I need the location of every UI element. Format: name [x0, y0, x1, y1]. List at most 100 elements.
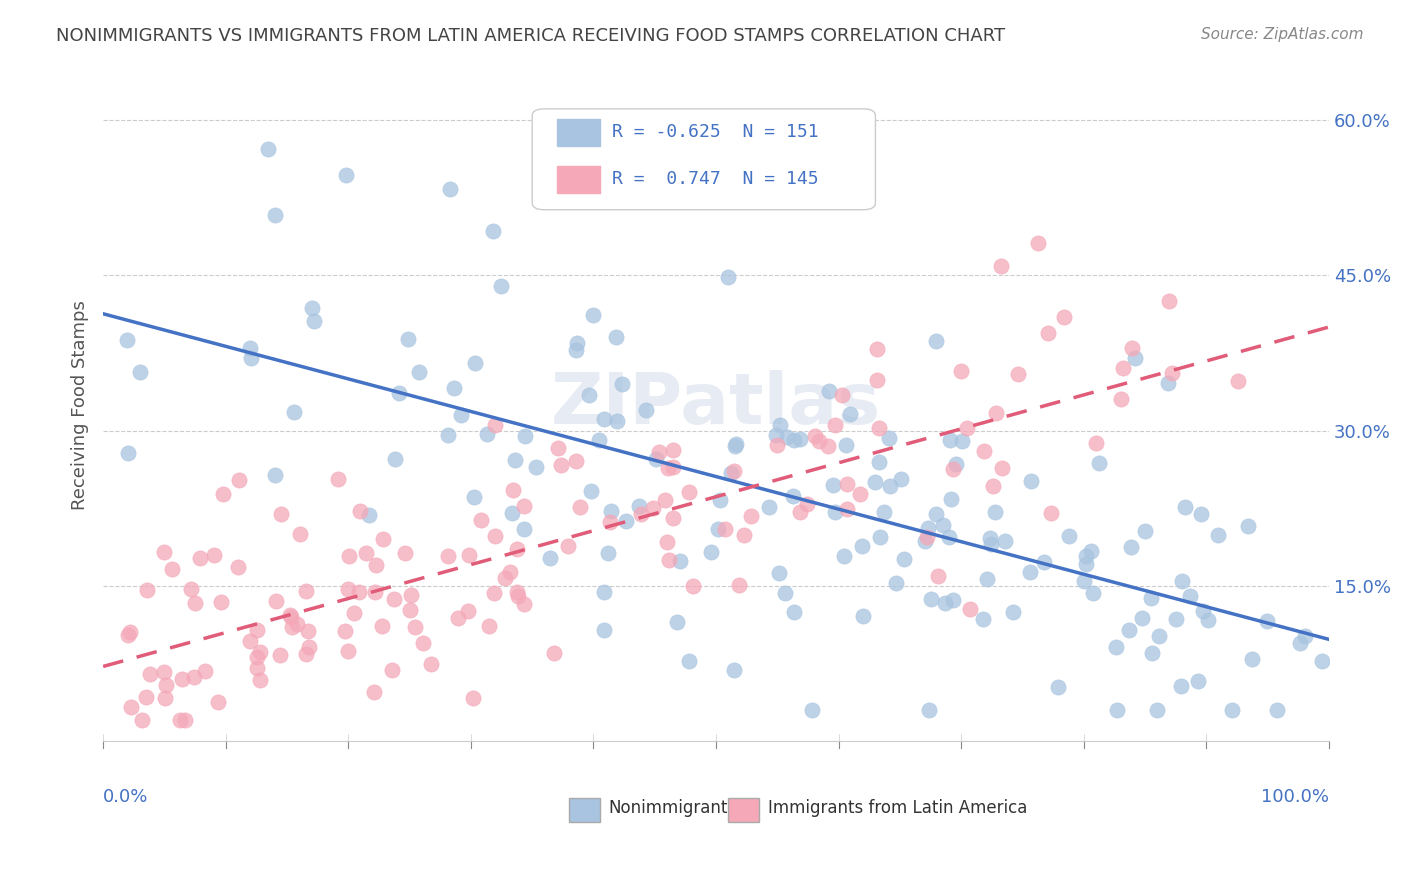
Point [1312, 654, 1334, 668]
Point [565, 343, 588, 358]
Point [950, 434, 973, 449]
Point [439, 182, 461, 196]
Y-axis label: Receiving Food Stamps: Receiving Food Stamps [72, 300, 89, 509]
Point [758, 500, 780, 514]
Point [783, 605, 806, 619]
Text: Nonimmigrants: Nonimmigrants [609, 799, 737, 817]
Point [879, 479, 901, 493]
Point [547, 441, 569, 455]
Point [1192, 604, 1215, 618]
Point [463, 691, 485, 706]
Point [592, 584, 614, 599]
Point [661, 459, 683, 474]
Point [153, 665, 176, 679]
Point [1040, 506, 1063, 520]
Point [725, 437, 748, 451]
Point [959, 602, 981, 616]
Point [723, 464, 745, 478]
Point [239, 342, 262, 356]
Point [249, 673, 271, 687]
Point [169, 714, 191, 728]
Text: R =  0.747  N = 145: R = 0.747 N = 145 [612, 170, 818, 188]
Point [877, 431, 900, 445]
Point [1147, 629, 1170, 643]
Point [869, 530, 891, 544]
Point [941, 462, 963, 476]
FancyBboxPatch shape [557, 119, 599, 146]
Point [388, 386, 411, 401]
Point [647, 445, 669, 459]
Point [328, 472, 350, 486]
Point [950, 363, 973, 377]
Point [1227, 374, 1250, 388]
Point [1157, 376, 1180, 391]
Point [513, 429, 536, 443]
Point [1057, 528, 1080, 542]
Point [1007, 367, 1029, 381]
Point [838, 407, 860, 421]
Point [717, 269, 740, 284]
Point [470, 512, 492, 526]
Point [733, 528, 755, 542]
Point [384, 451, 406, 466]
Point [288, 526, 311, 541]
Point [769, 418, 792, 433]
Point [657, 460, 679, 475]
Point [207, 695, 229, 709]
Point [824, 418, 846, 433]
Point [1140, 646, 1163, 660]
Point [162, 562, 184, 576]
Point [866, 373, 889, 387]
Point [412, 636, 434, 650]
Point [991, 460, 1014, 475]
Point [868, 421, 890, 435]
Point [682, 579, 704, 593]
Point [893, 551, 915, 566]
Point [610, 377, 633, 392]
Point [804, 428, 827, 442]
Point [938, 530, 960, 544]
Point [188, 550, 211, 565]
Text: Source: ZipAtlas.com: Source: ZipAtlas.com [1201, 27, 1364, 42]
Point [506, 584, 529, 599]
Point [1189, 507, 1212, 521]
Point [972, 612, 994, 626]
Point [582, 309, 605, 323]
Point [627, 499, 650, 513]
Point [593, 623, 616, 637]
Point [1161, 367, 1184, 381]
Point [226, 560, 249, 574]
Text: 100.0%: 100.0% [1261, 789, 1329, 806]
Point [817, 439, 839, 453]
Point [588, 434, 610, 448]
Point [153, 690, 176, 705]
Point [1121, 341, 1143, 355]
Point [834, 549, 856, 563]
Point [668, 554, 690, 568]
Point [172, 672, 194, 686]
Point [1036, 326, 1059, 340]
Point [835, 438, 858, 452]
Point [513, 500, 536, 514]
Point [1074, 558, 1097, 572]
Point [281, 620, 304, 634]
Point [851, 540, 873, 554]
Point [565, 336, 588, 351]
Point [789, 505, 811, 519]
Point [263, 208, 285, 222]
Point [524, 459, 547, 474]
Point [1053, 310, 1076, 324]
Point [740, 509, 762, 524]
Point [821, 478, 844, 492]
Point [420, 657, 443, 672]
Point [981, 479, 1004, 493]
Point [404, 620, 426, 634]
Point [484, 529, 506, 543]
Point [135, 690, 157, 704]
Point [1109, 392, 1132, 407]
Point [364, 584, 387, 599]
Point [239, 634, 262, 648]
Point [138, 667, 160, 681]
Point [783, 434, 806, 448]
Point [257, 142, 280, 156]
